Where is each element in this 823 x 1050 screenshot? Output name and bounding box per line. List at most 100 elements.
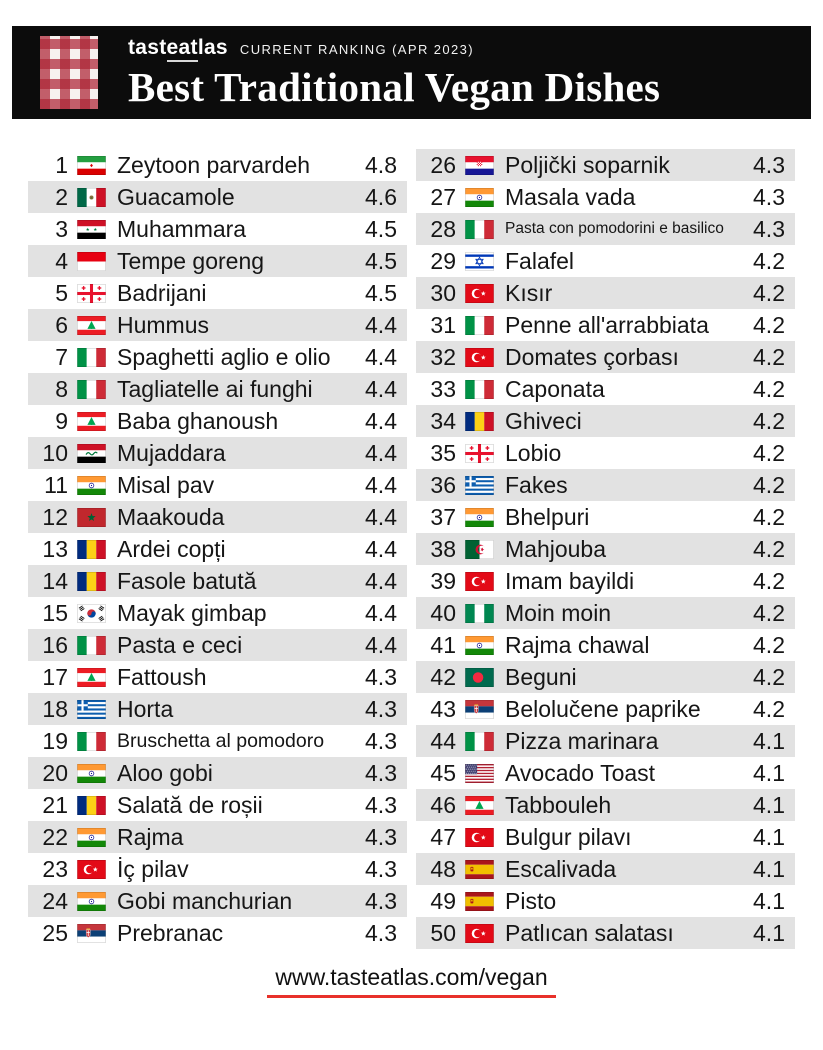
rank-number: 45: [430, 759, 456, 786]
rating-value: 4.4: [365, 471, 397, 498]
romania-flag-icon: [465, 411, 494, 431]
dish-name: Pisto: [505, 887, 557, 914]
italy-flag-icon: [77, 731, 106, 751]
rank-number: 35: [430, 439, 456, 466]
rating-value: 4.3: [753, 183, 785, 210]
lebanon-flag-icon: [77, 315, 106, 335]
rating-value: 4.3: [753, 151, 785, 178]
dish-name: Beguni: [505, 663, 577, 690]
rank-number: 13: [42, 535, 68, 562]
dish-name: Moin moin: [505, 599, 612, 626]
rank-number: 3: [55, 215, 68, 242]
lebanon-flag-icon: [77, 667, 106, 687]
ranking-row: 11 Misal pav 4.4: [28, 469, 407, 501]
croatia-flag-icon: [465, 155, 494, 175]
turkey-flag-icon: [465, 347, 494, 367]
iraq-flag-icon: [77, 443, 106, 463]
italy-flag-icon: [465, 731, 494, 751]
rating-value: 4.3: [365, 887, 397, 914]
rank-number: 8: [55, 375, 68, 402]
ranking-row: 7 Spaghetti aglio e olio 4.4: [28, 341, 407, 373]
south-korea-flag-icon: [77, 603, 106, 623]
rating-value: 4.4: [365, 567, 397, 594]
rank-number: 50: [430, 919, 456, 946]
rank-number: 6: [55, 311, 68, 338]
page-title: Best Traditional Vegan Dishes: [128, 64, 661, 110]
dish-name: Caponata: [505, 375, 605, 402]
header-text: tasteatlas CURRENT RANKING (APR 2023) Be…: [128, 36, 661, 110]
dish-name: Maakouda: [117, 503, 225, 530]
ranking-row: 24 Gobi manchurian 4.3: [28, 885, 407, 917]
rating-value: 4.6: [365, 183, 397, 210]
rating-value: 4.3: [365, 855, 397, 882]
rank-number: 44: [430, 727, 456, 754]
rating-value: 4.4: [365, 439, 397, 466]
rank-number: 38: [430, 535, 456, 562]
rank-number: 31: [430, 311, 456, 338]
rank-number: 19: [42, 727, 68, 754]
rank-number: 22: [42, 823, 68, 850]
rank-number: 32: [430, 343, 456, 370]
wordmark-underlined: eat: [166, 36, 198, 62]
rating-value: 4.3: [365, 919, 397, 946]
romania-flag-icon: [77, 539, 106, 559]
dish-name: Prebranac: [117, 919, 224, 946]
dish-name: Mujaddara: [117, 439, 226, 466]
rank-number: 20: [42, 759, 68, 786]
dish-name: Patlıcan salatası: [505, 919, 674, 946]
dish-name: Salată de roșii: [117, 791, 263, 818]
greece-flag-icon: [465, 475, 494, 495]
italy-flag-icon: [465, 219, 494, 239]
rating-value: 4.2: [753, 311, 785, 338]
lebanon-flag-icon: [465, 795, 494, 815]
rating-value: 4.4: [365, 311, 397, 338]
rating-value: 4.2: [753, 375, 785, 402]
ranking-row: 25 Prebranac 4.3: [28, 917, 407, 949]
rank-number: 25: [42, 919, 68, 946]
ranking-row: 39 Imam bayildi 4.2: [416, 565, 795, 597]
india-flag-icon: [465, 635, 494, 655]
dish-name: Gobi manchurian: [117, 887, 293, 914]
rating-value: 4.3: [365, 759, 397, 786]
rank-number: 21: [42, 791, 68, 818]
ranking-row: 43 Belolučene paprike 4.2: [416, 693, 795, 725]
rating-value: 4.4: [365, 375, 397, 402]
dish-name: Domates çorbası: [505, 343, 679, 370]
dish-name: Rajma: [117, 823, 184, 850]
dish-name: Baba ghanoush: [117, 407, 279, 434]
dish-name: Poljički soparnik: [505, 151, 670, 178]
dish-name: Imam bayildi: [505, 567, 635, 594]
ranking-row: 4 Tempe goreng 4.5: [28, 245, 407, 277]
rank-number: 18: [42, 695, 68, 722]
iran-flag-icon: [77, 155, 106, 175]
rank-number: 47: [430, 823, 456, 850]
brand-row: tasteatlas CURRENT RANKING (APR 2023): [128, 36, 660, 62]
rank-number: 7: [55, 343, 68, 370]
italy-flag-icon: [77, 347, 106, 367]
rank-number: 49: [430, 887, 456, 914]
dish-name: Badrijani: [117, 279, 207, 306]
rank-number: 17: [42, 663, 68, 690]
rating-value: 4.2: [753, 663, 785, 690]
bangladesh-flag-icon: [465, 667, 494, 687]
ranking-row: 34 Ghiveci 4.2: [416, 405, 795, 437]
rank-number: 48: [430, 855, 456, 882]
syria-flag-icon: [77, 219, 106, 239]
rank-number: 40: [430, 599, 456, 626]
rating-value: 4.1: [753, 823, 785, 850]
rank-number: 42: [430, 663, 456, 690]
indonesia-flag-icon: [77, 251, 106, 271]
ranking-column-right: 26 Poljički soparnik 4.3 27 Masala vada …: [416, 149, 795, 949]
italy-flag-icon: [77, 379, 106, 399]
rating-value: 4.8: [365, 151, 397, 178]
ranking-label: CURRENT RANKING (APR 2023): [239, 42, 474, 57]
ranking-row: 29 Falafel 4.2: [416, 245, 795, 277]
romania-flag-icon: [77, 795, 106, 815]
rank-number: 24: [42, 887, 68, 914]
ranking-column-left: 1 Zeytoon parvardeh 4.8 2 Guacamole 4.6 …: [28, 149, 407, 949]
website-link[interactable]: www.tasteatlas.com/vegan: [267, 964, 556, 998]
rating-value: 4.5: [365, 215, 397, 242]
wordmark-pre: tast: [128, 36, 167, 59]
ranking-row: 1 Zeytoon parvardeh 4.8: [28, 149, 407, 181]
rating-value: 4.3: [365, 663, 397, 690]
